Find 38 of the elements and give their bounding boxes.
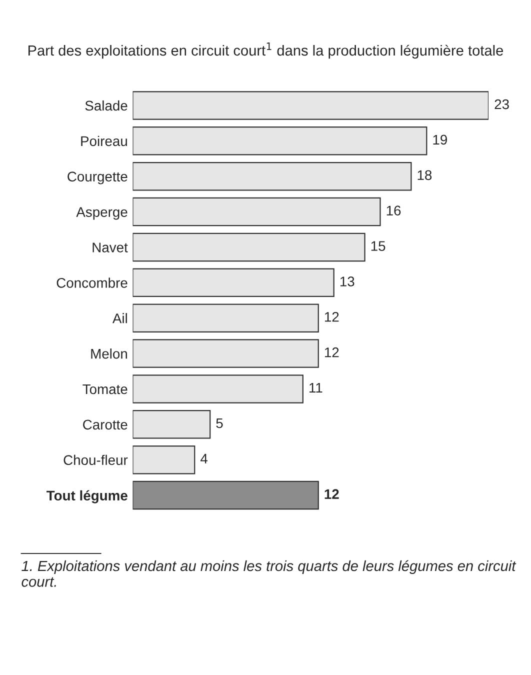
- y-tick-label: Carotte: [83, 420, 128, 430]
- bar: [132, 232, 366, 262]
- y-tick-label: Salade: [85, 100, 128, 111]
- data-label: 15: [371, 241, 386, 251]
- y-tick-label: Tout légume: [46, 490, 128, 504]
- y-tick-label: Melon: [91, 348, 127, 359]
- bar: [132, 410, 211, 439]
- y-tick-label: Poireau: [81, 136, 127, 146]
- y-tick-label: Courgette: [68, 172, 128, 184]
- data-label: 12: [324, 489, 339, 499]
- bar: [132, 304, 319, 332]
- bar: [132, 197, 381, 226]
- y-tick-label: Chou-fleur: [64, 454, 128, 466]
- bar: [132, 126, 428, 156]
- data-label: 12: [324, 312, 339, 322]
- bar: [132, 91, 489, 120]
- data-label: 16: [386, 206, 401, 216]
- y-tick-label: Ail: [112, 313, 127, 324]
- y-tick-label: Tomate: [82, 384, 128, 394]
- data-label: 4: [200, 454, 208, 464]
- bar: [132, 268, 334, 298]
- y-tick-label: Asperge: [76, 207, 128, 220]
- bar: [132, 445, 196, 474]
- bar: [132, 374, 304, 404]
- bar: [132, 480, 319, 510]
- data-label: 11: [310, 383, 322, 393]
- data-label: 13: [340, 276, 354, 286]
- data-label: 23: [494, 99, 509, 110]
- y-tick-label: Navet: [92, 242, 128, 252]
- bar: [132, 339, 319, 368]
- data-label: 12: [324, 347, 339, 358]
- y-tick-label: Concombre: [56, 278, 128, 288]
- text: 1. Exploitations vendant au moins les trois quarts de leurs légumes en circuit court.: [22, 560, 516, 587]
- data-label: 19: [433, 134, 447, 145]
- data-label: 5: [216, 418, 223, 428]
- data-label: 18: [418, 170, 432, 180]
- chart-title: Part des exploitations en circuit court$^{1}$ dans la production légumière totale: [28, 42, 504, 59]
- bar: [132, 162, 412, 191]
